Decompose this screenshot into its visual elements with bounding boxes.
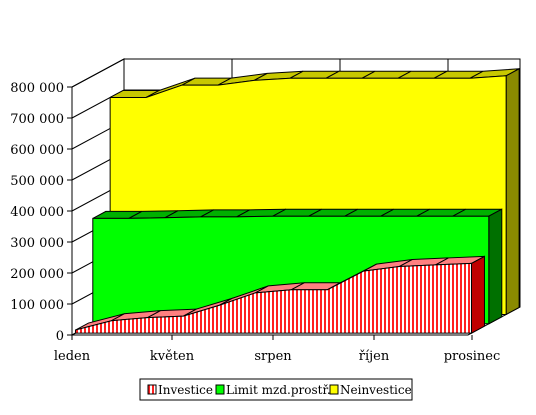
- legend-swatch: [329, 384, 339, 395]
- series-side-face: [505, 67, 520, 316]
- legend-label: Neinvestice: [340, 383, 412, 397]
- legend-box: [139, 378, 413, 401]
- legend-label: Investice: [158, 383, 213, 397]
- legend-swatch: [215, 384, 225, 395]
- series-layer: [74, 67, 520, 334]
- y-tick-label: 500 000: [10, 174, 64, 189]
- series-front-face: [74, 262, 472, 334]
- legend: Investice Limit mzd.prostř. Neinvestice: [139, 378, 413, 401]
- x-tick-label: prosinec: [444, 349, 501, 364]
- series-side-face: [488, 208, 503, 325]
- series-side-face: [470, 255, 485, 334]
- y-tick-label: 300 000: [10, 236, 64, 251]
- series-0: [74, 255, 485, 334]
- y-tick-label: 600 000: [10, 143, 64, 158]
- x-tick-label: říjen: [359, 349, 390, 364]
- legend-swatch: [147, 384, 157, 395]
- y-tick-label: 700 000: [10, 112, 64, 127]
- x-axis-ticks: leden květen srpen říjen prosinec: [54, 334, 501, 364]
- y-axis-ticks: 0 100 000 200 000 300 000 400 000 500 000 600 …: [10, 81, 73, 344]
- x-tick-label: srpen: [254, 349, 292, 364]
- y-tick-label: 400 000: [10, 205, 64, 220]
- y-tick-label: 100 000: [10, 298, 64, 313]
- x-tick-label: leden: [54, 349, 91, 364]
- y-tick-label: 800 000: [10, 81, 64, 96]
- x-tick-label: květen: [150, 349, 195, 364]
- legend-label: Limit mzd.prostř.: [226, 383, 331, 397]
- y-tick-label: 200 000: [10, 267, 64, 282]
- y-tick-label: 0: [56, 329, 64, 344]
